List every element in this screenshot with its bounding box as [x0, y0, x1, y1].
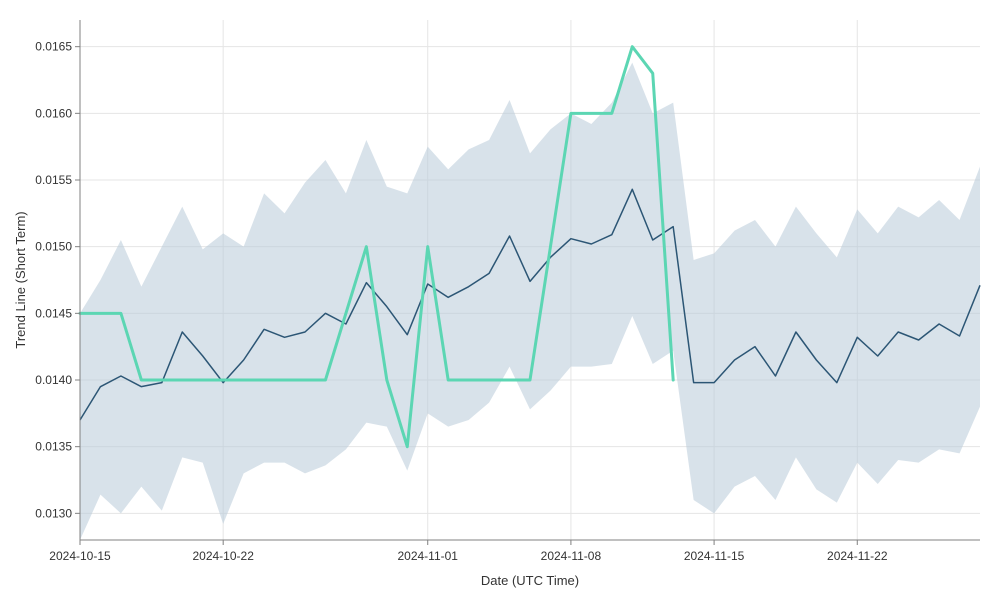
y-tick-label: 0.0130: [35, 506, 72, 520]
y-tick-label: 0.0150: [35, 240, 72, 254]
y-tick-label: 0.0165: [35, 40, 72, 54]
y-tick-label: 0.0140: [35, 373, 72, 387]
x-tick-label: 2024-11-08: [541, 549, 602, 563]
y-axis-label: Trend Line (Short Term): [13, 211, 28, 348]
x-tick-label: 2024-10-15: [49, 549, 111, 563]
x-tick-label: 2024-11-22: [827, 549, 888, 563]
x-axis-label: Date (UTC Time): [481, 573, 579, 588]
y-tick-label: 0.0145: [35, 306, 72, 320]
trend-chart: 0.0130 0.0135 0.0140 0.0145 0.0150 0.0155 0.01…: [0, 0, 1000, 600]
y-tick-label: 0.0155: [35, 173, 72, 187]
y-tick-label: 0.0160: [35, 106, 72, 120]
x-tick-label: 2024-11-01: [397, 549, 458, 563]
x-tick-label: 2024-10-22: [192, 549, 254, 563]
x-tick-label: 2024-11-15: [684, 549, 745, 563]
y-tick-label: 0.0135: [35, 440, 72, 454]
